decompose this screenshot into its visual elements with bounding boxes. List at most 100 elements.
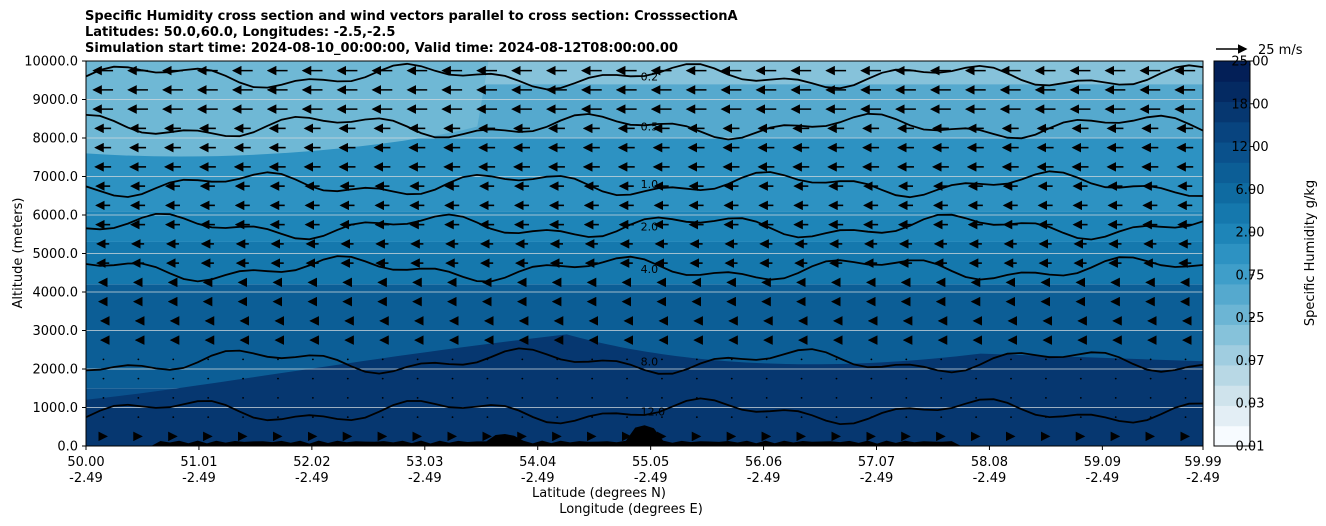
colorbar-tick-label: 0.75	[1236, 268, 1265, 283]
wind-vector	[172, 416, 175, 419]
y-tick-label: 0.0	[57, 440, 78, 455]
wind-vector	[346, 416, 349, 419]
wind-vector	[277, 416, 279, 419]
wind-vector	[1010, 377, 1012, 380]
wind-vector	[451, 416, 454, 419]
wind-vector	[800, 396, 803, 399]
x-tick-label-lat: 51.01	[180, 455, 217, 470]
colorbar-tick-label: 25.00	[1231, 55, 1268, 70]
wind-vector	[1010, 396, 1012, 399]
wind-vector	[695, 377, 698, 380]
colorbar-swatch	[1214, 364, 1250, 386]
title-line-2: Latitudes: 50.0,60.0, Longitudes: -2.5,-…	[85, 25, 396, 40]
colorbar-swatch	[1214, 304, 1250, 325]
y-tick-label: 1000.0	[33, 401, 79, 416]
x-tick-label-lon: -2.49	[634, 471, 668, 486]
wind-vector	[695, 416, 698, 419]
wind-vector	[451, 377, 454, 380]
wind-vector	[1045, 377, 1047, 380]
colorbar-swatch	[1214, 182, 1250, 204]
wind-vector	[242, 416, 244, 419]
wind-vector	[556, 377, 559, 380]
colorbar-swatch	[1214, 405, 1250, 427]
x-tick-label-lat: 54.04	[519, 455, 556, 470]
wind-vector	[905, 396, 908, 399]
x-tick-label-lon: -2.49	[295, 471, 329, 486]
wind-vector	[102, 416, 105, 419]
contour-label: 12.0	[641, 405, 666, 418]
wind-vector	[940, 416, 943, 419]
wind-vector	[626, 377, 628, 380]
wind-vector	[172, 396, 175, 399]
colorbar-tick-label: 0.03	[1236, 397, 1265, 412]
x-axis-label-2: Longitude (degrees E)	[559, 502, 703, 517]
contour-label: 2.0	[641, 221, 659, 234]
wind-vector	[137, 416, 140, 419]
x-tick-label-lon: -2.49	[521, 471, 555, 486]
wind-vector	[172, 358, 175, 361]
title-line-1: Specific Humidity cross section and wind…	[85, 9, 738, 24]
wind-vector	[416, 396, 419, 399]
colorbar-tick-label: 6.00	[1236, 183, 1265, 198]
wind-vector	[800, 416, 803, 419]
wind-vector	[486, 416, 489, 419]
wind-vector	[242, 396, 244, 399]
contour-1.0	[86, 170, 1203, 199]
colorbar-frame	[1213, 60, 1251, 447]
wind-vector	[381, 416, 384, 419]
contour-12.0	[86, 397, 1203, 426]
wind-vector	[800, 377, 803, 380]
y-tick-label: 6000.0	[33, 209, 79, 224]
wind-vector	[521, 416, 524, 419]
wind-vector	[1184, 396, 1187, 399]
wind-vector	[486, 358, 489, 361]
wind-vector	[1045, 416, 1047, 419]
wind-vector	[1114, 396, 1117, 399]
wind-vector	[242, 358, 244, 361]
x-tick-label-lon: -2.49	[182, 471, 216, 486]
y-tick-label: 4000.0	[33, 286, 79, 301]
wind-vector	[137, 396, 140, 399]
wind-vector	[591, 416, 594, 419]
wind-vector	[940, 396, 943, 399]
contour-label: 4.0	[641, 263, 659, 276]
y-tick-label: 10000.0	[24, 55, 78, 70]
wind-vector	[556, 358, 559, 361]
wind-vector	[695, 396, 698, 399]
wind-vector	[661, 358, 663, 361]
colorbar-swatch	[1214, 142, 1250, 163]
colorbar-swatch	[1214, 324, 1250, 346]
colorbar-swatch	[1214, 61, 1250, 82]
x-tick-label-lon: -2.49	[1186, 471, 1220, 486]
wind-vectors	[92, 65, 1196, 442]
wind-vector	[311, 416, 314, 419]
wind-vector	[835, 358, 838, 361]
wind-vector	[1010, 416, 1012, 419]
wind-vector	[102, 377, 105, 380]
colorbar-tick-label: 12.00	[1231, 140, 1268, 155]
wind-vector	[1184, 416, 1187, 419]
wind-vector	[102, 396, 105, 399]
wind-vector	[1184, 377, 1187, 380]
wind-vector	[172, 377, 175, 380]
wind-vector	[730, 416, 733, 419]
wind-vector	[1079, 358, 1082, 361]
x-tick-label-lat: 59.09	[1084, 455, 1121, 470]
wind-vector	[416, 377, 419, 380]
wind-vector	[1114, 416, 1117, 419]
wind-vector	[242, 377, 244, 380]
x-tick-label-lon: -2.49	[1086, 471, 1120, 486]
wind-vector	[311, 377, 314, 380]
wind-vector	[416, 358, 419, 361]
wind-vector	[975, 377, 978, 380]
wind-vector	[765, 377, 768, 380]
wind-vector	[940, 358, 943, 361]
wind-reference-key: 25 m/s	[1216, 43, 1303, 58]
wind-vector	[1010, 358, 1012, 361]
wind-vector	[1079, 416, 1082, 419]
wind-vector	[521, 358, 524, 361]
colorbar: 0.01 0.03 0.07 0.25 0.75 2.00 6.00 12.00 18.00 25…	[1213, 55, 1269, 455]
y-tick-label: 3000.0	[33, 324, 79, 339]
wind-vector	[556, 416, 559, 419]
colorbar-tick-label: 2.00	[1236, 226, 1265, 241]
